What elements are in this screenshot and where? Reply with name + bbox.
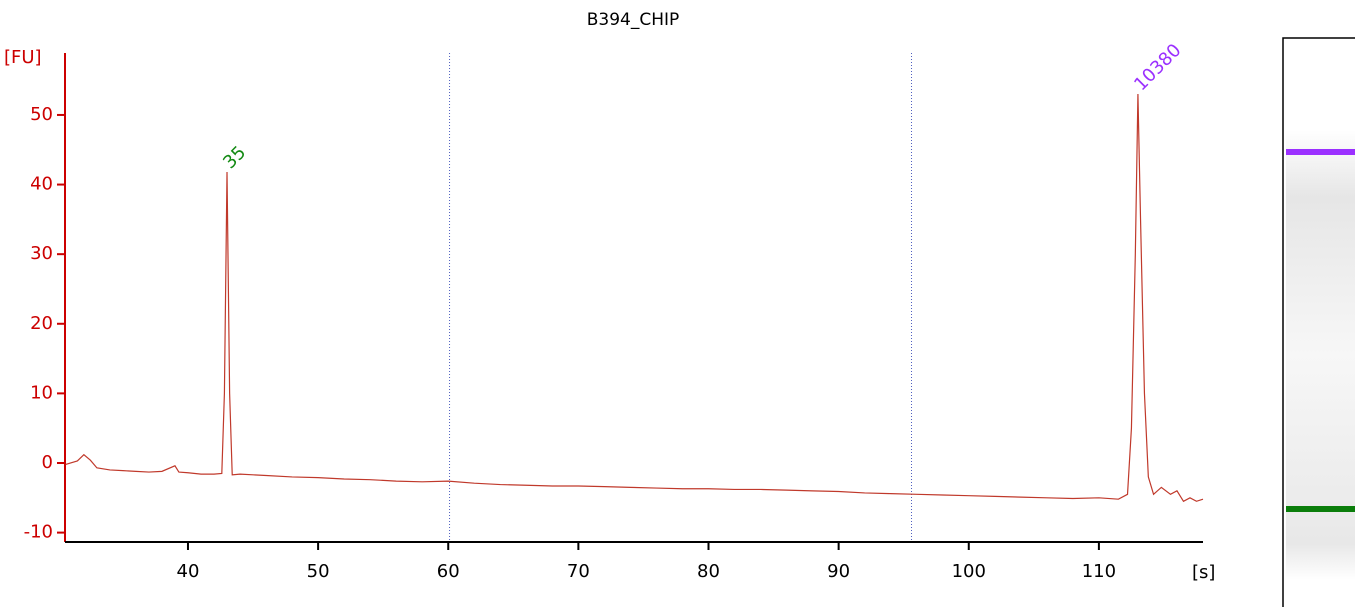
y-tick-label: 20 xyxy=(30,313,53,334)
peak-label: 10380 xyxy=(1130,40,1185,95)
x-tick-label: 50 xyxy=(307,561,330,582)
gel-band xyxy=(1286,506,1355,512)
x-axis-label: [s] xyxy=(1192,562,1215,583)
chart-title: B394_CHIP xyxy=(587,10,680,30)
y-tick-label: 40 xyxy=(30,174,53,195)
x-tick-label: 80 xyxy=(697,561,720,582)
peak-label: 35 xyxy=(219,142,250,173)
y-tick-label: 0 xyxy=(42,452,53,473)
gel-lane xyxy=(1282,37,1355,611)
x-tick-label: 110 xyxy=(1082,561,1116,582)
x-tick-label: 90 xyxy=(827,561,850,582)
gel-background xyxy=(1286,130,1355,580)
y-tick-label: 10 xyxy=(30,382,53,403)
trace xyxy=(65,94,1204,503)
y-tick-label: -10 xyxy=(24,522,53,543)
x-tick-label: 70 xyxy=(567,561,590,582)
y-axis-label: [FU] xyxy=(4,47,42,68)
x-tick-label: 60 xyxy=(437,561,460,582)
x-tick-label: 40 xyxy=(177,561,200,582)
y-tick-label: 30 xyxy=(30,243,53,264)
gel-band xyxy=(1286,149,1355,155)
y-tick-label: 50 xyxy=(30,104,53,125)
x-tick-label: 100 xyxy=(952,561,986,582)
